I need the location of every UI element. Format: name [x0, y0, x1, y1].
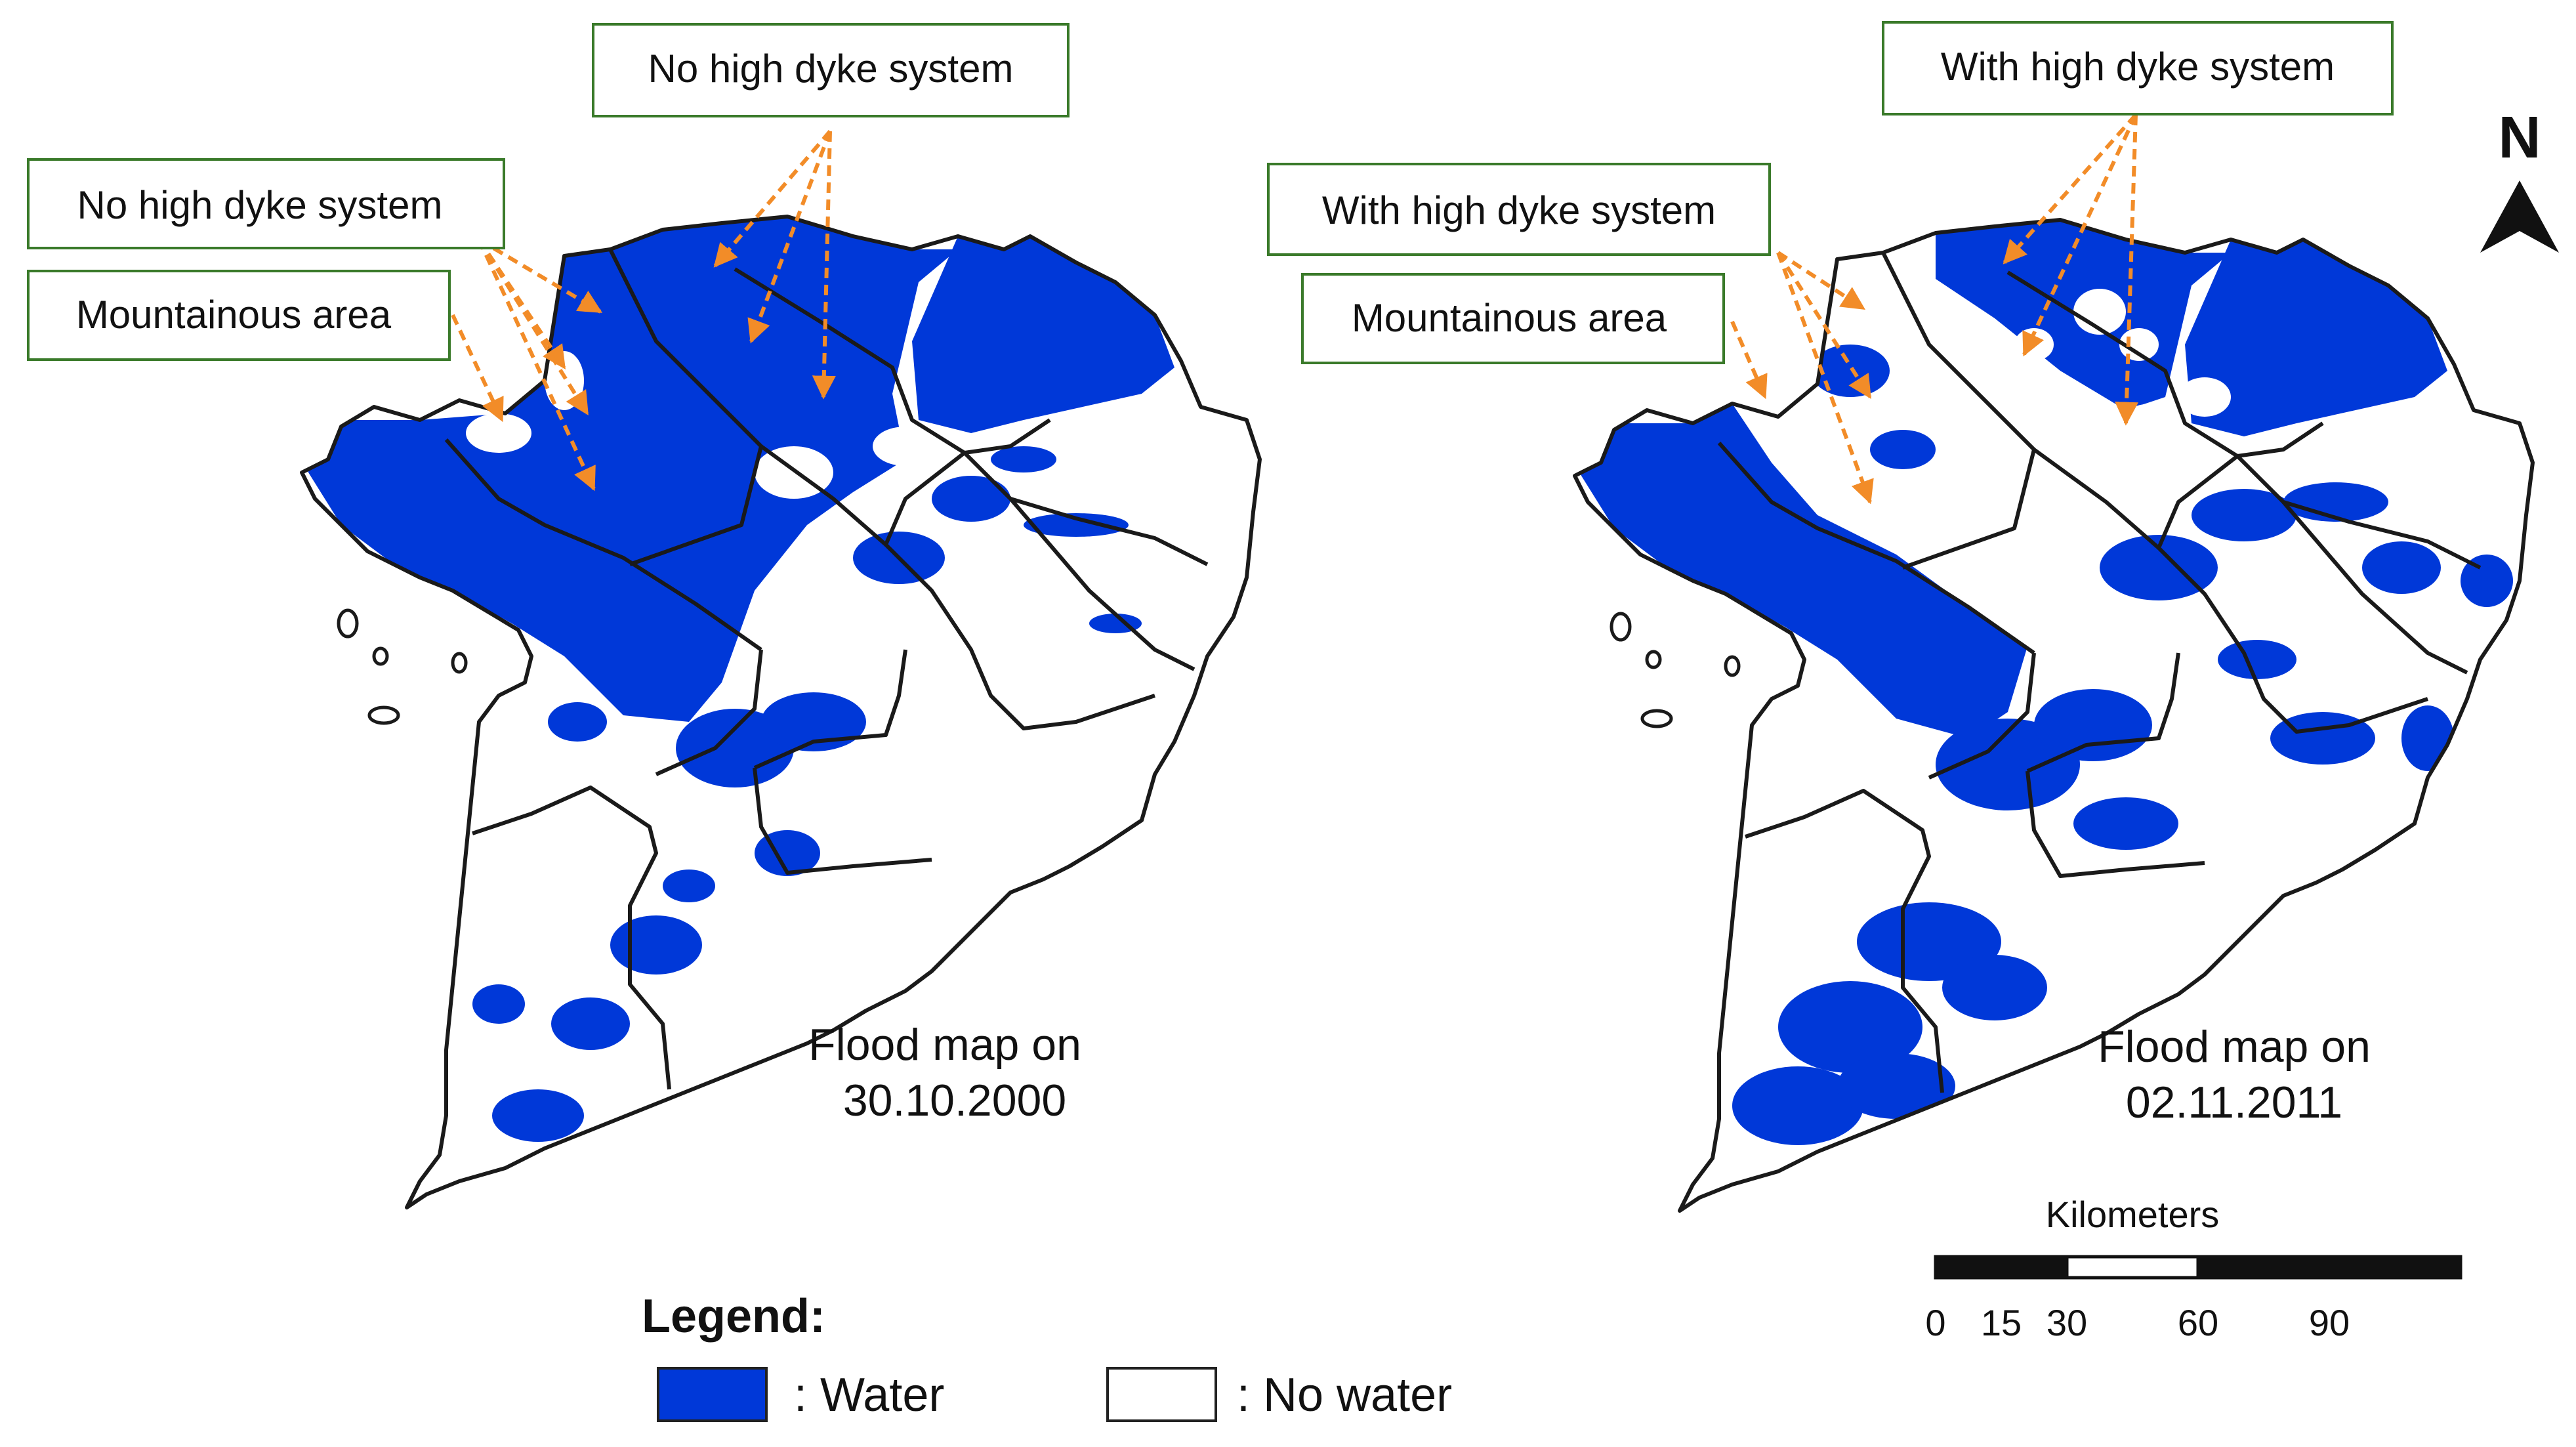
left-map-water	[308, 217, 1174, 1142]
left-province-boundaries	[302, 217, 1260, 1207]
right-callout-top-text: With high dyke system	[1941, 45, 2335, 89]
right-water-scatter	[1732, 345, 2513, 1145]
right-callout-left: With high dyke system	[1267, 163, 1771, 256]
right-callout-left-text: With high dyke system	[1322, 188, 1716, 232]
right-map-caption-line2: 02.11.2011	[2126, 1078, 2342, 1127]
scale-segment-60-90	[2329, 1257, 2461, 1278]
right-map-water	[1581, 220, 2513, 1145]
right-callout-mountain: Mountainous area	[1301, 273, 1725, 364]
legend-swatch-no-water	[1106, 1367, 1217, 1422]
scale-tick-0: 0	[1925, 1302, 1945, 1343]
legend-label-no-water: : No water	[1237, 1369, 1452, 1421]
left-callout-mountain: Mountainous area	[27, 270, 451, 361]
left-callout-top: No high dyke system	[592, 23, 1070, 117]
right-water-northeast	[2185, 240, 2447, 436]
scale-bar-unit: Kilometers	[2046, 1194, 2220, 1235]
legend-title: Legend:	[642, 1290, 825, 1343]
legend-label-water: : Water	[794, 1369, 944, 1421]
left-callout-left-text: No high dyke system	[77, 183, 443, 227]
left-water-scatter	[472, 446, 1142, 1142]
scale-segment-30-60	[2198, 1257, 2329, 1278]
scale-tick-90: 90	[2309, 1302, 2350, 1343]
north-label: N	[2499, 105, 2541, 171]
right-callout-arrows	[1730, 114, 2139, 505]
scale-tick-15: 15	[1981, 1302, 2022, 1343]
right-province-boundaries	[1575, 220, 2533, 1211]
scale-segment-0-15	[1936, 1257, 2067, 1278]
right-callout-mountain-text: Mountainous area	[1352, 296, 1667, 340]
left-flood-map	[302, 217, 1260, 1207]
right-water-west	[1581, 404, 2027, 738]
left-callout-arrows	[451, 130, 836, 492]
scale-segment-15-30	[2065, 1255, 2200, 1280]
left-map-caption-line2: 30.10.2000	[843, 1076, 1066, 1125]
left-map-caption-line1: Flood map on	[808, 1020, 1081, 1070]
left-callout-top-text: No high dyke system	[648, 47, 1014, 91]
legend: Legend: : Water : No water	[642, 1290, 1452, 1422]
right-map-caption-line1: Flood map on	[2098, 1022, 2371, 1072]
scale-tick-60: 60	[2178, 1302, 2218, 1343]
left-water-northeast	[912, 236, 1174, 433]
legend-swatch-water	[657, 1367, 768, 1422]
left-callout-mountain-text: Mountainous area	[76, 293, 392, 337]
coastal-islands	[337, 608, 1741, 728]
left-water-upper-belt	[308, 217, 958, 722]
scale-bar: Kilometers 0 15 30 60 90	[1925, 1194, 2462, 1343]
right-callout-top: With high dyke system	[1882, 21, 2394, 115]
north-arrow-icon	[2480, 180, 2559, 253]
scale-tick-30: 30	[2046, 1302, 2087, 1343]
left-callout-left: No high dyke system	[27, 158, 505, 249]
north-arrow: N	[2480, 105, 2559, 253]
